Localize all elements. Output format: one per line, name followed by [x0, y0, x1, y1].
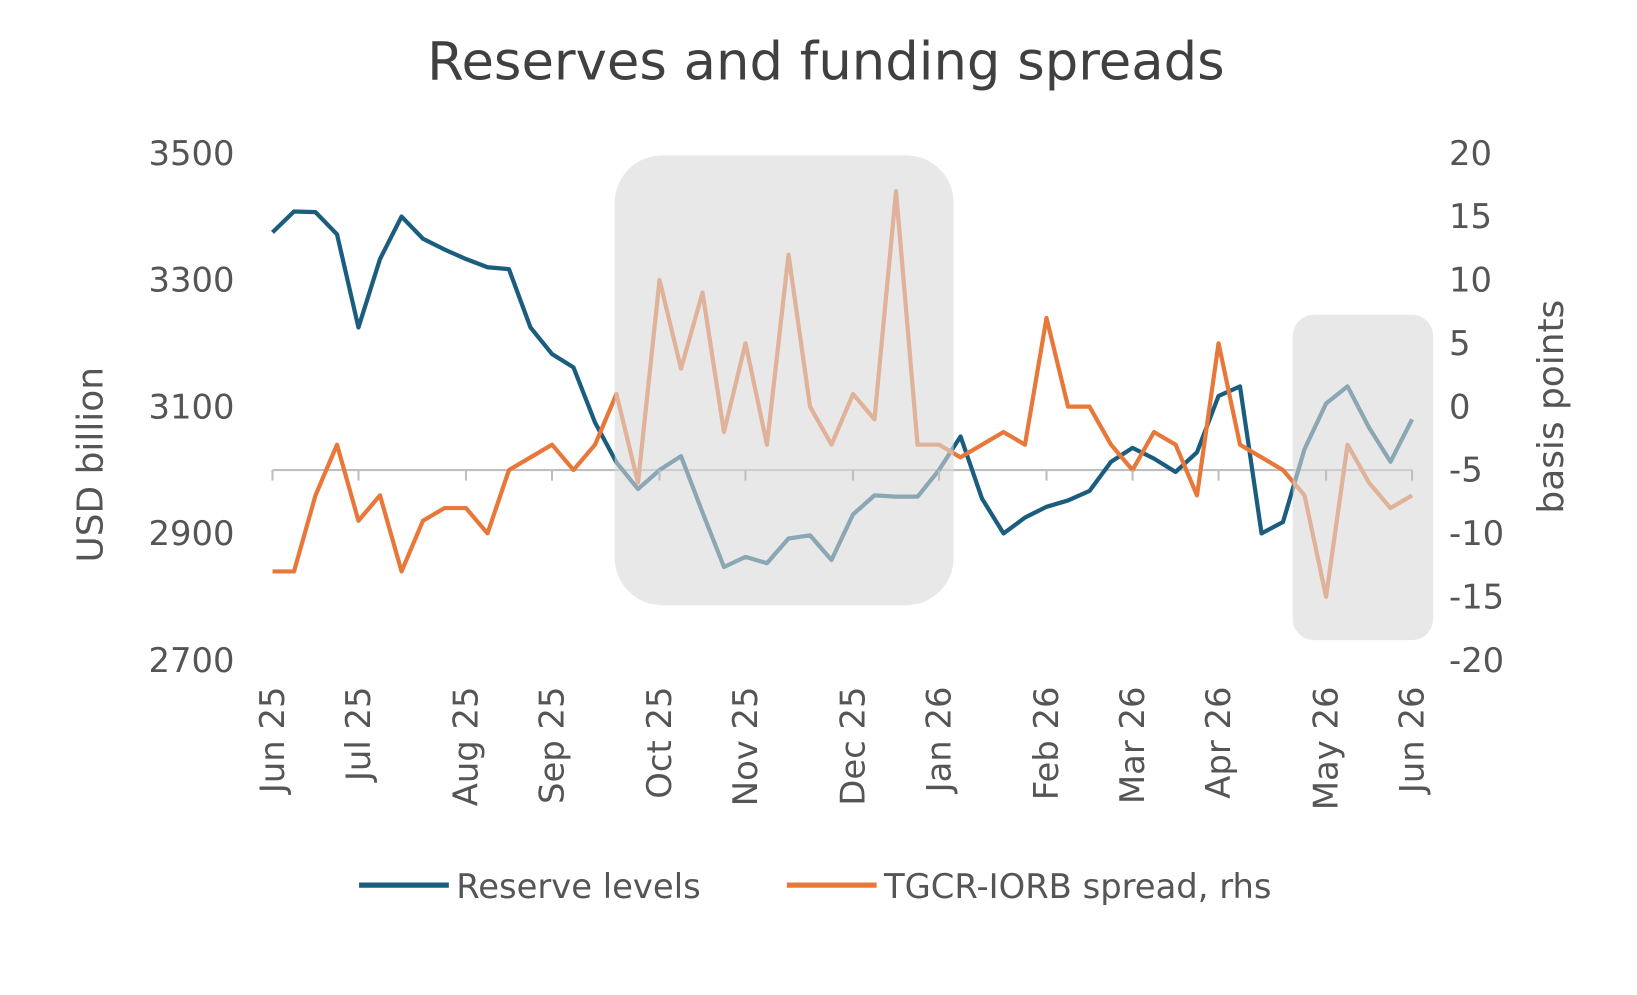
y2-tick-label: -10 — [1449, 514, 1504, 553]
x-tick-label: Aug 25 — [447, 687, 486, 807]
x-tick-label: Sep 25 — [533, 687, 572, 804]
x-tick-label: May 26 — [1307, 687, 1346, 811]
y2-tick-label: -5 — [1449, 451, 1483, 490]
x-tick-label: Jun 25 — [253, 687, 292, 796]
legend-label: TGCR-IORB spread, rhs — [883, 867, 1272, 906]
x-tick-label: Nov 25 — [726, 687, 765, 807]
y-axis-label: USD billion — [70, 367, 111, 562]
y-tick-label: 2900 — [148, 514, 234, 553]
chart-title: Reserves and funding spreads — [427, 31, 1225, 92]
legend: Reserve levels TGCR-IORB spread, rhs — [359, 867, 1272, 906]
y-tick-label: 2700 — [148, 641, 234, 680]
y-tick-label: 3500 — [148, 134, 234, 173]
y2-tick-label: 15 — [1449, 197, 1492, 236]
x-tick-label: Jul 25 — [339, 687, 378, 783]
legend-label: Reserve levels — [456, 867, 700, 906]
y2-tick-label: 5 — [1449, 324, 1471, 363]
y2-tick-label: 10 — [1449, 261, 1492, 300]
x-tick-label: Apr 26 — [1199, 687, 1238, 799]
y-tick-label: 3100 — [148, 387, 234, 426]
x-tick-label: Oct 25 — [640, 687, 679, 799]
y-tick-label: 3300 — [148, 261, 234, 300]
x-tick-label: Dec 25 — [834, 687, 873, 806]
highlight-region — [1292, 314, 1434, 641]
x-tick-label: Jan 26 — [920, 687, 959, 795]
y2-tick-label: 20 — [1449, 134, 1492, 173]
y2-tick-label: -15 — [1449, 577, 1504, 616]
y2-axis-label: basis points — [1531, 300, 1572, 514]
y2-tick-label: 0 — [1449, 387, 1471, 426]
highlight-region — [614, 155, 954, 606]
x-tick-label: Mar 26 — [1113, 687, 1152, 804]
x-tick-label: Feb 26 — [1027, 687, 1066, 801]
x-tick-label: Jun 26 — [1393, 687, 1432, 796]
y2-tick-label: -20 — [1449, 641, 1504, 680]
